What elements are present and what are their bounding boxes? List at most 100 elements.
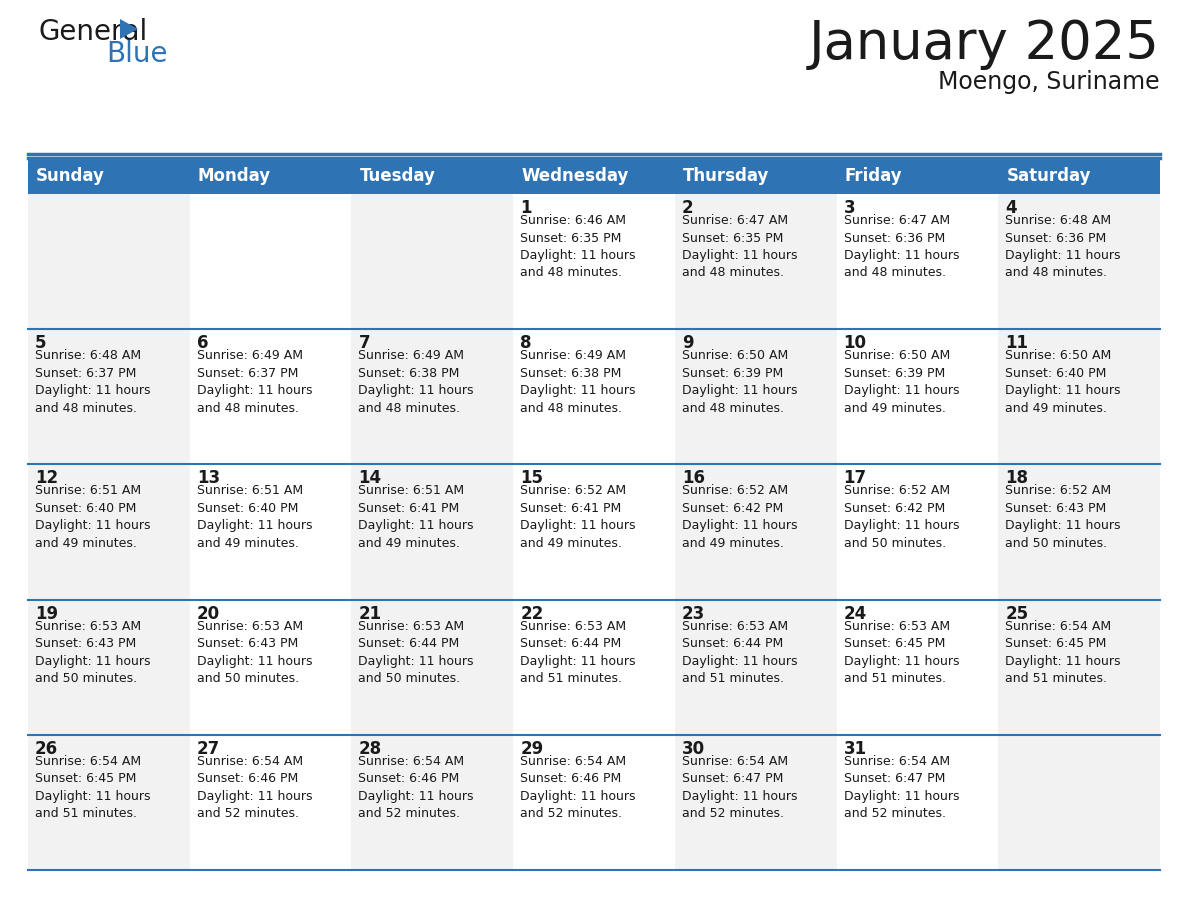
Bar [352, 465, 513, 599]
Bar [998, 194, 1159, 330]
Bar [352, 330, 513, 465]
Bar [513, 158, 675, 194]
Text: 9: 9 [682, 334, 694, 353]
Text: 3: 3 [843, 199, 855, 217]
Bar [29, 158, 190, 194]
Bar [836, 330, 998, 465]
Text: Sunrise: 6:49 AM
Sunset: 6:38 PM
Daylight: 11 hours
and 48 minutes.: Sunrise: 6:49 AM Sunset: 6:38 PM Dayligh… [520, 349, 636, 415]
Text: 28: 28 [359, 740, 381, 757]
Bar [29, 734, 190, 870]
Bar [998, 734, 1159, 870]
Text: Thursday: Thursday [683, 167, 770, 185]
Text: Sunrise: 6:54 AM
Sunset: 6:46 PM
Daylight: 11 hours
and 52 minutes.: Sunrise: 6:54 AM Sunset: 6:46 PM Dayligh… [520, 755, 636, 821]
Text: Blue: Blue [106, 40, 168, 68]
Text: Sunday: Sunday [36, 167, 105, 185]
Text: Sunrise: 6:53 AM
Sunset: 6:44 PM
Daylight: 11 hours
and 51 minutes.: Sunrise: 6:53 AM Sunset: 6:44 PM Dayligh… [520, 620, 636, 685]
Bar [190, 599, 352, 734]
Text: Sunrise: 6:51 AM
Sunset: 6:40 PM
Daylight: 11 hours
and 49 minutes.: Sunrise: 6:51 AM Sunset: 6:40 PM Dayligh… [34, 485, 151, 550]
Text: Saturday: Saturday [1006, 167, 1091, 185]
Text: 12: 12 [34, 469, 58, 487]
Text: 8: 8 [520, 334, 532, 353]
Text: Sunrise: 6:49 AM
Sunset: 6:38 PM
Daylight: 11 hours
and 48 minutes.: Sunrise: 6:49 AM Sunset: 6:38 PM Dayligh… [359, 349, 474, 415]
Text: General: General [38, 18, 147, 46]
Text: 31: 31 [843, 740, 867, 757]
Bar [513, 599, 675, 734]
Text: Sunrise: 6:54 AM
Sunset: 6:47 PM
Daylight: 11 hours
and 52 minutes.: Sunrise: 6:54 AM Sunset: 6:47 PM Dayligh… [843, 755, 959, 821]
Text: Sunrise: 6:54 AM
Sunset: 6:46 PM
Daylight: 11 hours
and 52 minutes.: Sunrise: 6:54 AM Sunset: 6:46 PM Dayligh… [197, 755, 312, 821]
Bar [190, 330, 352, 465]
Bar [998, 599, 1159, 734]
Text: 4: 4 [1005, 199, 1017, 217]
Bar [998, 330, 1159, 465]
Text: 6: 6 [197, 334, 208, 353]
Text: Sunrise: 6:48 AM
Sunset: 6:37 PM
Daylight: 11 hours
and 48 minutes.: Sunrise: 6:48 AM Sunset: 6:37 PM Dayligh… [34, 349, 151, 415]
Text: Friday: Friday [845, 167, 902, 185]
Bar [675, 158, 836, 194]
Text: Sunrise: 6:52 AM
Sunset: 6:43 PM
Daylight: 11 hours
and 50 minutes.: Sunrise: 6:52 AM Sunset: 6:43 PM Dayligh… [1005, 485, 1120, 550]
Text: Monday: Monday [197, 167, 271, 185]
Text: Sunrise: 6:47 AM
Sunset: 6:35 PM
Daylight: 11 hours
and 48 minutes.: Sunrise: 6:47 AM Sunset: 6:35 PM Dayligh… [682, 214, 797, 279]
Bar [675, 194, 836, 330]
Bar [675, 465, 836, 599]
Text: Sunrise: 6:54 AM
Sunset: 6:47 PM
Daylight: 11 hours
and 52 minutes.: Sunrise: 6:54 AM Sunset: 6:47 PM Dayligh… [682, 755, 797, 821]
Text: 19: 19 [34, 605, 58, 622]
Text: Sunrise: 6:50 AM
Sunset: 6:40 PM
Daylight: 11 hours
and 49 minutes.: Sunrise: 6:50 AM Sunset: 6:40 PM Dayligh… [1005, 349, 1120, 415]
Bar [836, 599, 998, 734]
Text: 27: 27 [197, 740, 220, 757]
Bar [836, 734, 998, 870]
Text: Sunrise: 6:53 AM
Sunset: 6:43 PM
Daylight: 11 hours
and 50 minutes.: Sunrise: 6:53 AM Sunset: 6:43 PM Dayligh… [34, 620, 151, 685]
Text: 14: 14 [359, 469, 381, 487]
Text: Sunrise: 6:53 AM
Sunset: 6:44 PM
Daylight: 11 hours
and 51 minutes.: Sunrise: 6:53 AM Sunset: 6:44 PM Dayligh… [682, 620, 797, 685]
Text: Sunrise: 6:52 AM
Sunset: 6:41 PM
Daylight: 11 hours
and 49 minutes.: Sunrise: 6:52 AM Sunset: 6:41 PM Dayligh… [520, 485, 636, 550]
Text: Sunrise: 6:53 AM
Sunset: 6:43 PM
Daylight: 11 hours
and 50 minutes.: Sunrise: 6:53 AM Sunset: 6:43 PM Dayligh… [197, 620, 312, 685]
Text: 16: 16 [682, 469, 704, 487]
Text: Sunrise: 6:53 AM
Sunset: 6:45 PM
Daylight: 11 hours
and 51 minutes.: Sunrise: 6:53 AM Sunset: 6:45 PM Dayligh… [843, 620, 959, 685]
Text: Sunrise: 6:54 AM
Sunset: 6:45 PM
Daylight: 11 hours
and 51 minutes.: Sunrise: 6:54 AM Sunset: 6:45 PM Dayligh… [34, 755, 151, 821]
Text: Sunrise: 6:52 AM
Sunset: 6:42 PM
Daylight: 11 hours
and 49 minutes.: Sunrise: 6:52 AM Sunset: 6:42 PM Dayligh… [682, 485, 797, 550]
Text: 10: 10 [843, 334, 866, 353]
Text: Sunrise: 6:48 AM
Sunset: 6:36 PM
Daylight: 11 hours
and 48 minutes.: Sunrise: 6:48 AM Sunset: 6:36 PM Dayligh… [1005, 214, 1120, 279]
Bar [190, 734, 352, 870]
Bar [29, 599, 190, 734]
Bar [675, 599, 836, 734]
Text: 13: 13 [197, 469, 220, 487]
Polygon shape [120, 19, 138, 39]
Bar [836, 194, 998, 330]
Text: 21: 21 [359, 605, 381, 622]
Text: 24: 24 [843, 605, 867, 622]
Text: Sunrise: 6:49 AM
Sunset: 6:37 PM
Daylight: 11 hours
and 48 minutes.: Sunrise: 6:49 AM Sunset: 6:37 PM Dayligh… [197, 349, 312, 415]
Text: 11: 11 [1005, 334, 1029, 353]
Text: 26: 26 [34, 740, 58, 757]
Text: 30: 30 [682, 740, 704, 757]
Text: Sunrise: 6:53 AM
Sunset: 6:44 PM
Daylight: 11 hours
and 50 minutes.: Sunrise: 6:53 AM Sunset: 6:44 PM Dayligh… [359, 620, 474, 685]
Bar [352, 599, 513, 734]
Text: Sunrise: 6:50 AM
Sunset: 6:39 PM
Daylight: 11 hours
and 49 minutes.: Sunrise: 6:50 AM Sunset: 6:39 PM Dayligh… [843, 349, 959, 415]
Text: 23: 23 [682, 605, 706, 622]
Text: 17: 17 [843, 469, 867, 487]
Text: Sunrise: 6:54 AM
Sunset: 6:45 PM
Daylight: 11 hours
and 51 minutes.: Sunrise: 6:54 AM Sunset: 6:45 PM Dayligh… [1005, 620, 1120, 685]
Bar [675, 330, 836, 465]
Bar [836, 158, 998, 194]
Text: 7: 7 [359, 334, 369, 353]
Text: 20: 20 [197, 605, 220, 622]
Bar [998, 465, 1159, 599]
Bar [513, 194, 675, 330]
Bar [675, 734, 836, 870]
Bar [513, 330, 675, 465]
Text: 5: 5 [34, 334, 46, 353]
Text: Sunrise: 6:52 AM
Sunset: 6:42 PM
Daylight: 11 hours
and 50 minutes.: Sunrise: 6:52 AM Sunset: 6:42 PM Dayligh… [843, 485, 959, 550]
Text: Sunrise: 6:51 AM
Sunset: 6:40 PM
Daylight: 11 hours
and 49 minutes.: Sunrise: 6:51 AM Sunset: 6:40 PM Dayligh… [197, 485, 312, 550]
Text: 25: 25 [1005, 605, 1029, 622]
Text: 1: 1 [520, 199, 532, 217]
Text: Sunrise: 6:51 AM
Sunset: 6:41 PM
Daylight: 11 hours
and 49 minutes.: Sunrise: 6:51 AM Sunset: 6:41 PM Dayligh… [359, 485, 474, 550]
Text: January 2025: January 2025 [809, 18, 1159, 70]
Text: Moengo, Suriname: Moengo, Suriname [939, 70, 1159, 94]
Bar [29, 330, 190, 465]
Bar [836, 465, 998, 599]
Bar [190, 465, 352, 599]
Bar [352, 734, 513, 870]
Bar [190, 194, 352, 330]
Bar [513, 734, 675, 870]
Bar [352, 194, 513, 330]
Text: 15: 15 [520, 469, 543, 487]
